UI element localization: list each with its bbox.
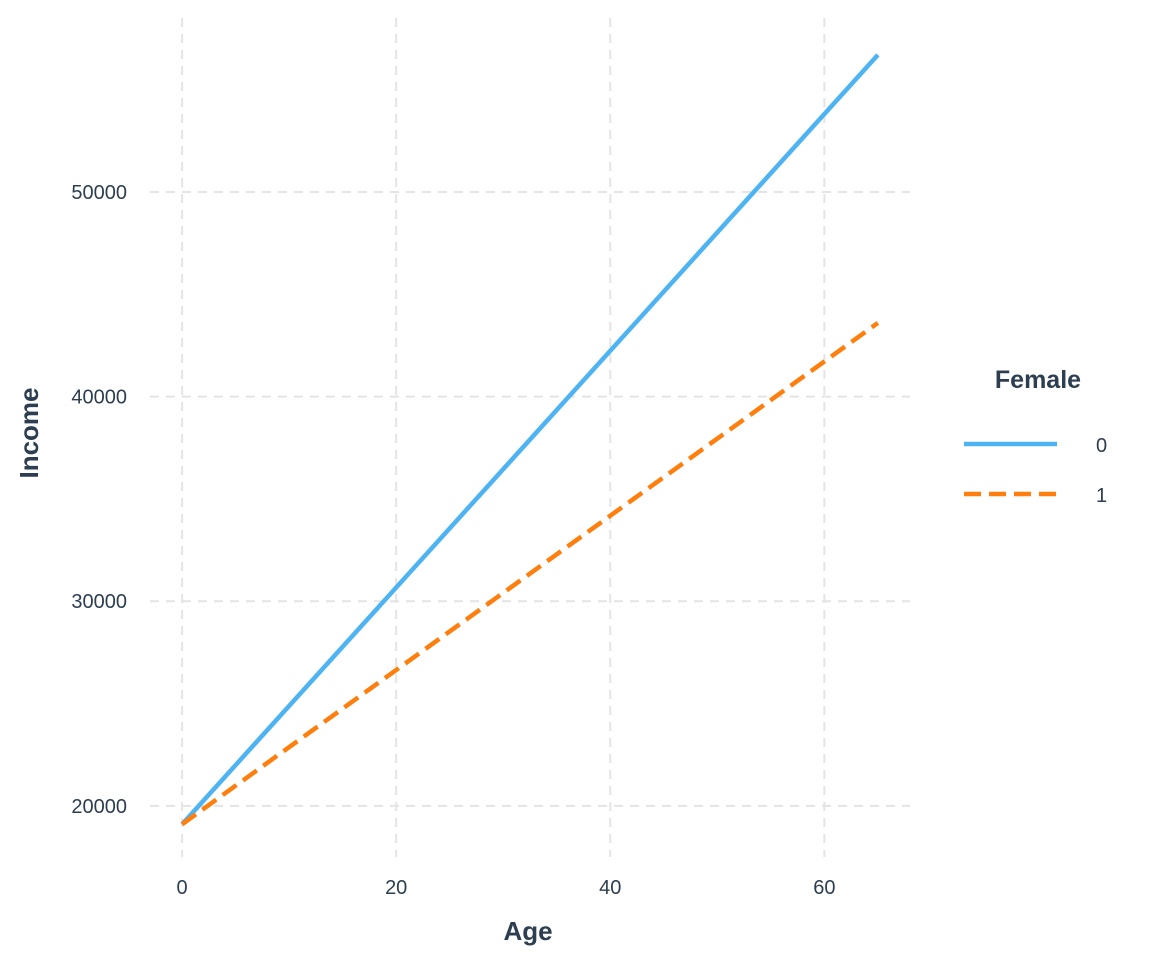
y-axis-title: Income [14,387,44,478]
y-tick-label: 50000 [71,182,127,204]
x-tick-label: 60 [813,877,835,899]
series-line-1 [180,321,880,827]
grid [150,18,910,857]
legend-title: Female [995,366,1081,394]
y-tick-label: 40000 [71,387,127,409]
legend-label-1: 1 [1096,485,1107,507]
y-tick-label: 30000 [71,591,127,613]
x-tick-label: 20 [385,877,407,899]
series-line-0 [180,53,880,826]
legend-entries: 01 [964,435,1107,507]
tick-labels: 0 20 40 60 20000 30000 40000 50000 [71,182,835,899]
x-axis-title: Age [503,916,552,946]
y-tick-label: 20000 [71,796,127,818]
series-lines [180,53,880,827]
x-tick-label: 40 [599,877,621,899]
x-tick-label: 0 [177,877,188,899]
legend: Female 01 [964,366,1107,507]
legend-label-0: 0 [1096,435,1107,457]
